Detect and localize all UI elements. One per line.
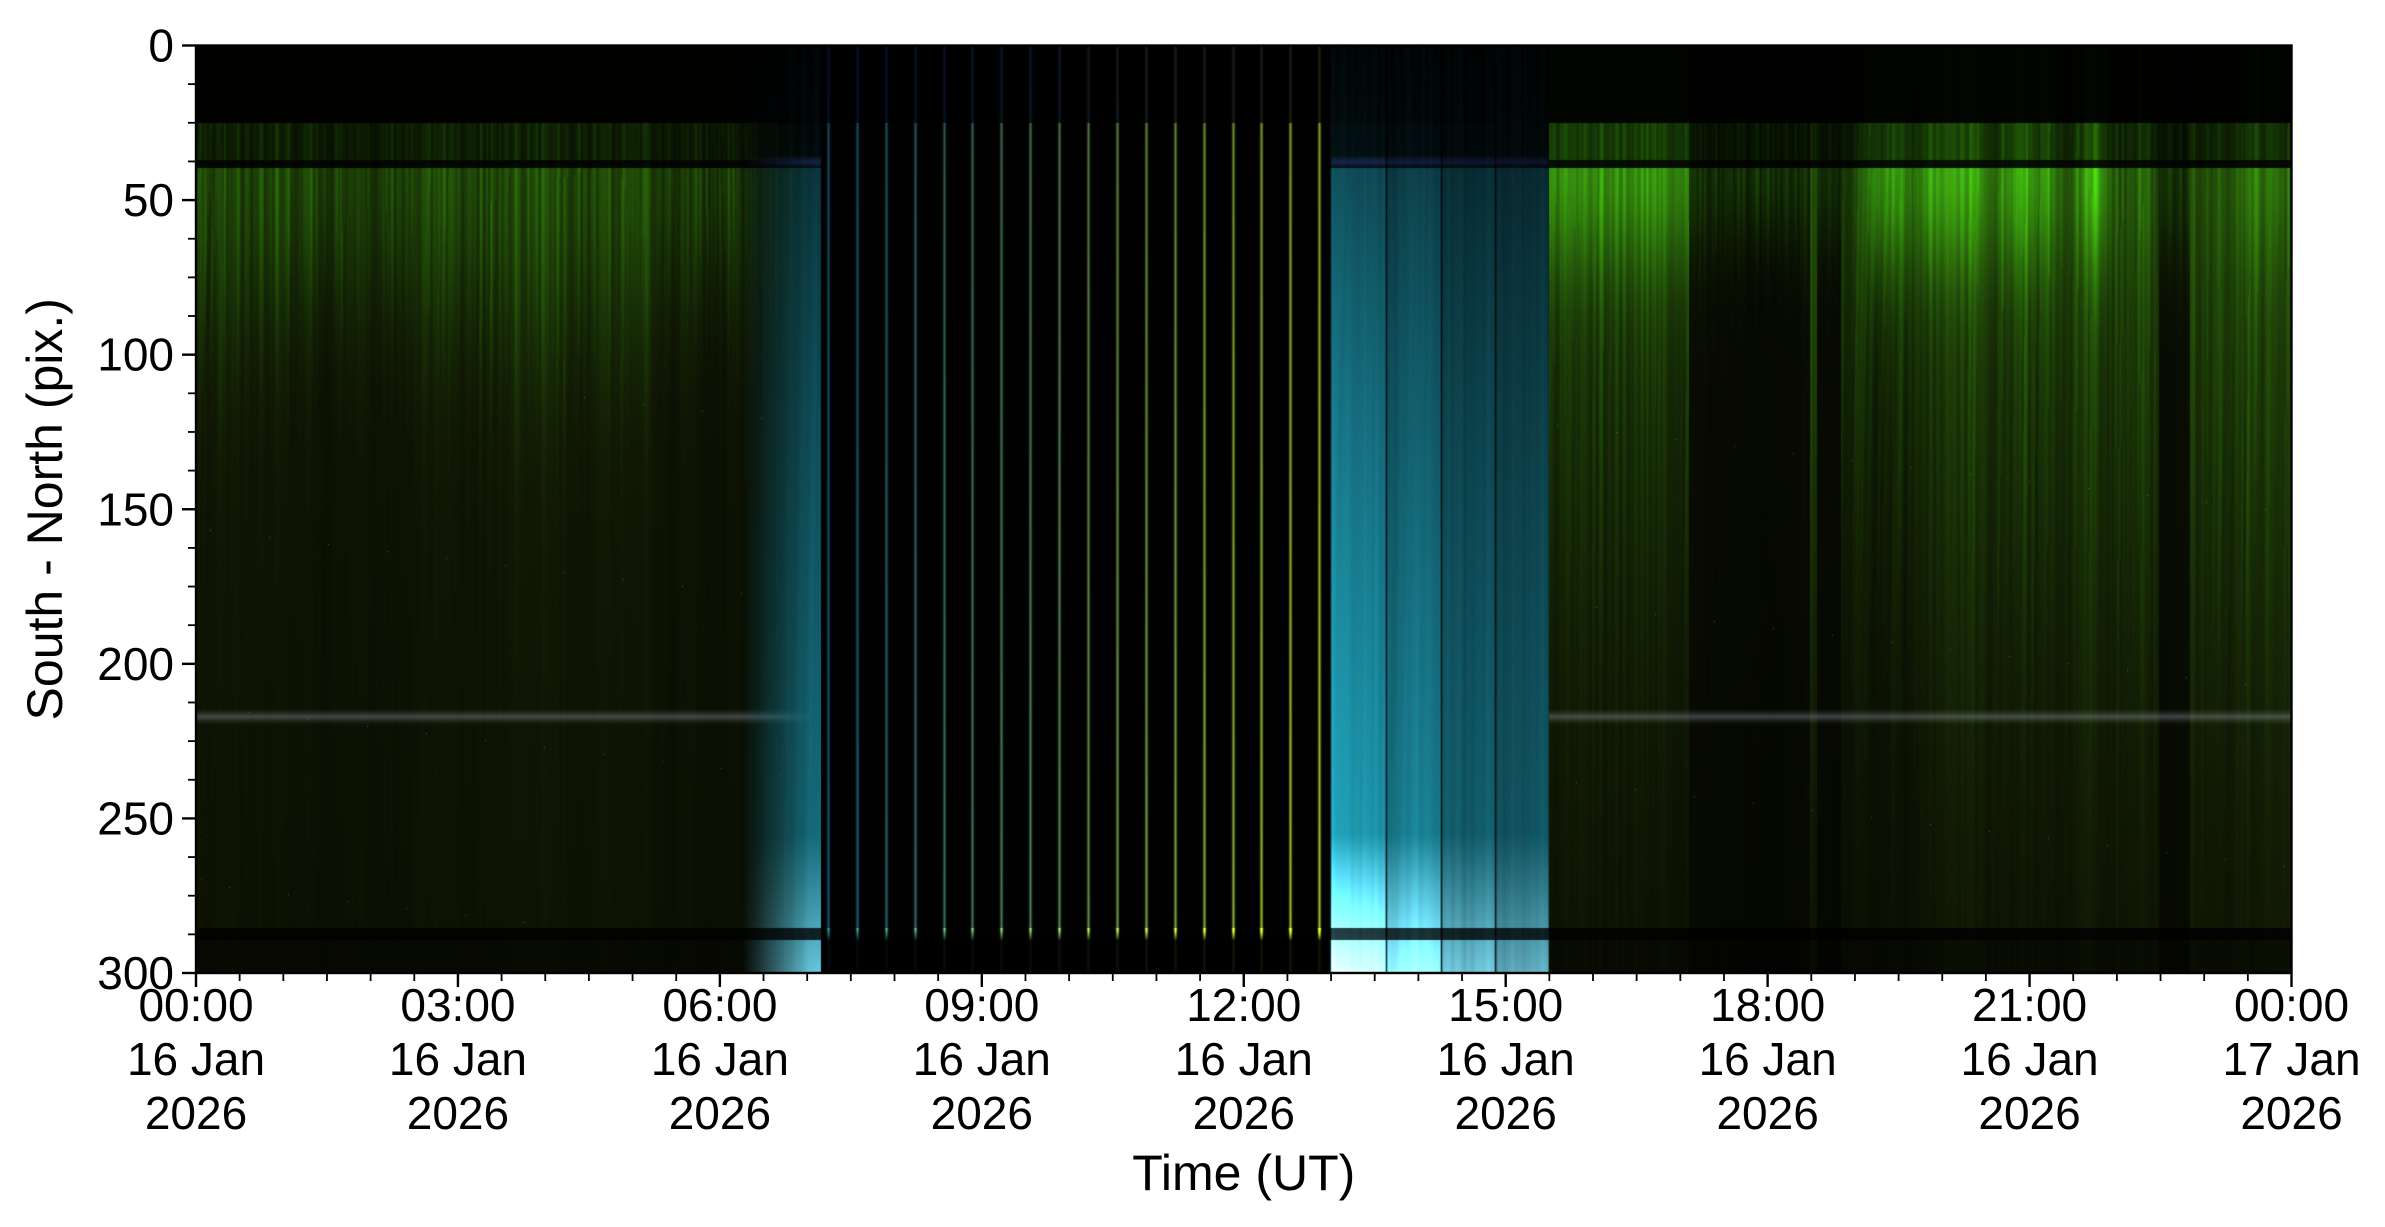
svg-text:16 Jan: 16 Jan [1175, 1033, 1313, 1085]
svg-text:50: 50 [123, 174, 174, 226]
svg-text:06:00: 06:00 [662, 979, 777, 1031]
svg-text:2026: 2026 [1193, 1087, 1295, 1139]
svg-text:150: 150 [97, 483, 174, 535]
svg-text:12:00: 12:00 [1186, 979, 1301, 1031]
svg-text:2026: 2026 [931, 1087, 1033, 1139]
svg-text:09:00: 09:00 [924, 979, 1039, 1031]
svg-text:03:00: 03:00 [400, 979, 515, 1031]
svg-text:16 Jan: 16 Jan [127, 1033, 265, 1085]
svg-text:21:00: 21:00 [1972, 979, 2087, 1031]
svg-text:250: 250 [97, 792, 174, 844]
svg-text:17 Jan: 17 Jan [2222, 1033, 2360, 1085]
svg-text:South - North (pix.): South - North (pix.) [17, 298, 73, 720]
svg-text:2026: 2026 [407, 1087, 509, 1139]
svg-text:18:00: 18:00 [1710, 979, 1825, 1031]
svg-text:15:00: 15:00 [1448, 979, 1563, 1031]
svg-text:16 Jan: 16 Jan [1961, 1033, 2099, 1085]
svg-text:2026: 2026 [1716, 1087, 1818, 1139]
svg-text:16 Jan: 16 Jan [651, 1033, 789, 1085]
svg-text:16 Jan: 16 Jan [913, 1033, 1051, 1085]
svg-text:2026: 2026 [1978, 1087, 2080, 1139]
svg-text:2026: 2026 [2240, 1087, 2342, 1139]
svg-text:00:00: 00:00 [138, 979, 253, 1031]
svg-text:16 Jan: 16 Jan [389, 1033, 527, 1085]
svg-text:Time (UT): Time (UT) [1132, 1145, 1355, 1201]
svg-text:100: 100 [97, 329, 174, 381]
svg-text:2026: 2026 [1455, 1087, 1557, 1139]
svg-text:2026: 2026 [669, 1087, 771, 1139]
svg-text:0: 0 [148, 20, 174, 72]
svg-text:2026: 2026 [145, 1087, 247, 1139]
svg-text:00:00: 00:00 [2234, 979, 2349, 1031]
svg-text:16 Jan: 16 Jan [1699, 1033, 1837, 1085]
svg-text:16 Jan: 16 Jan [1437, 1033, 1575, 1085]
svg-text:200: 200 [97, 638, 174, 690]
